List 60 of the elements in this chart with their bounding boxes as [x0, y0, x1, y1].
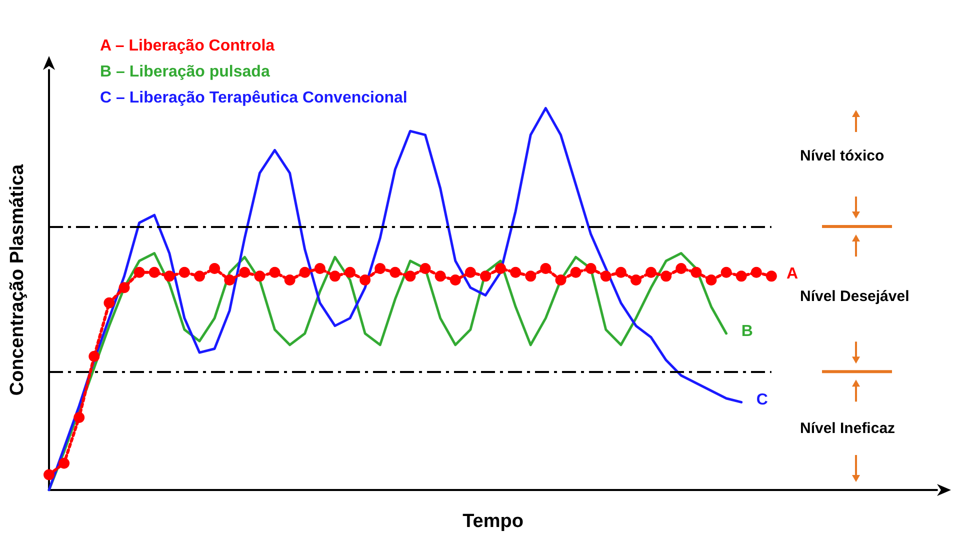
point [74, 412, 85, 423]
point [284, 274, 296, 286]
point [434, 270, 446, 282]
point [209, 263, 220, 274]
point [660, 270, 672, 282]
point [510, 266, 522, 278]
text: B – Liberação pulsada [100, 64, 270, 80]
point [736, 270, 747, 282]
point [164, 270, 175, 282]
annotation: Nível Ineficaz [800, 420, 896, 437]
point [239, 266, 250, 278]
text: A – Liberação Controla [100, 38, 275, 54]
point [495, 263, 506, 274]
point [390, 266, 401, 278]
point [450, 274, 461, 286]
point [104, 297, 115, 308]
point [194, 270, 206, 282]
point [766, 270, 777, 282]
point [404, 270, 416, 282]
point [58, 458, 70, 469]
point [585, 263, 596, 274]
annotation: A [786, 266, 798, 283]
point [329, 270, 340, 282]
point [420, 263, 431, 274]
annotation: Nível Desejável [800, 288, 910, 306]
point [134, 266, 145, 278]
point [224, 274, 236, 286]
point [44, 469, 54, 480]
annotation: C [756, 392, 768, 409]
point [600, 270, 612, 282]
point [690, 266, 702, 278]
point [555, 274, 566, 286]
annotation: B [741, 322, 753, 340]
point [118, 282, 130, 294]
point [540, 263, 552, 274]
point [344, 266, 356, 278]
point [464, 266, 476, 278]
point [374, 263, 386, 274]
point [314, 263, 326, 274]
point [676, 263, 687, 274]
point [630, 274, 642, 286]
point [646, 266, 657, 278]
point [360, 274, 371, 286]
point [269, 266, 280, 278]
point [480, 270, 491, 282]
point [706, 274, 717, 286]
point [615, 266, 626, 278]
point [178, 266, 190, 278]
point [254, 270, 266, 282]
point [720, 266, 732, 278]
series-label: C – Liberação Terapêutica Convencional [100, 90, 408, 106]
point [750, 266, 762, 278]
point [570, 266, 582, 278]
point [525, 270, 536, 282]
y-axis-title: Concentração Plasmática [7, 164, 28, 396]
point [299, 266, 310, 278]
point [148, 266, 160, 278]
point [88, 350, 100, 362]
x-axis-title: Tempo [462, 511, 524, 532]
annotation: Nível tóxico [800, 147, 884, 164]
